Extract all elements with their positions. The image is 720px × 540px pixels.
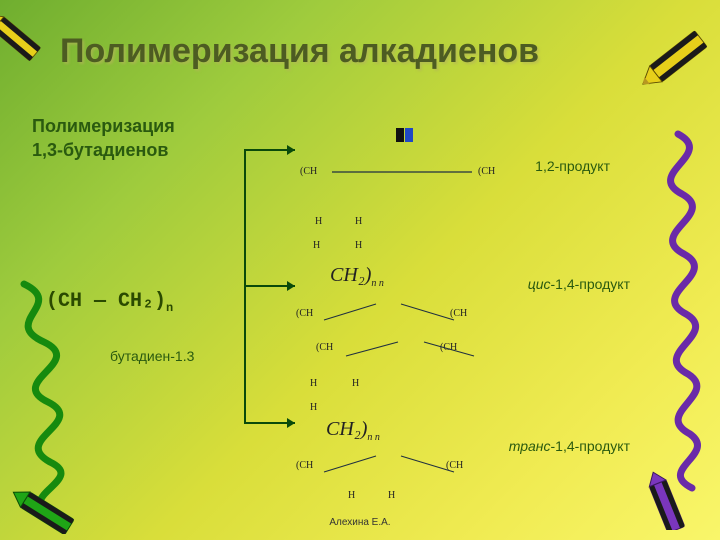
chem-12-line: [332, 158, 472, 178]
label-cis-14: цис-1,4-продукт: [528, 276, 630, 292]
chem-12-right: (CH: [478, 166, 495, 177]
chem-mid2-h1: H: [310, 378, 317, 389]
slide-title: Полимеризация алкадиенов: [60, 32, 640, 71]
chem-trans-lines: [296, 448, 496, 488]
chem-cis-h1: H: [315, 216, 322, 227]
chem-mid2-h2: H: [352, 378, 359, 389]
chem-trans-h2: H: [388, 490, 395, 501]
label-cis-prefix: цис: [528, 276, 551, 292]
chem-cis-h4: H: [355, 240, 362, 251]
slide: Полимеризация алкадиенов Полимеризация 1…: [0, 0, 720, 540]
chem-cis-main: CH₂)n n: [330, 264, 384, 289]
chem-12-top-mark-icon: [396, 128, 414, 142]
chem-cis-h2: H: [355, 216, 362, 227]
squiggle-green-icon: [6, 274, 106, 534]
chem-trans-main: CH₂)n n: [326, 418, 380, 443]
chem-mid2-lines: [316, 336, 516, 376]
subheading-line1: Полимеризация: [32, 116, 175, 137]
subheading-line2: 1,3-бутадиенов: [32, 140, 168, 161]
crayon-top-right-icon: [624, 4, 716, 96]
chem-mid2-h3: H: [310, 402, 317, 413]
label-trans-prefix: транс: [509, 438, 551, 454]
chem-trans-h1: H: [348, 490, 355, 501]
chem-12-left: (CH: [300, 166, 317, 177]
label-trans-14: транс-1,4-продукт: [509, 438, 630, 454]
label-product-12: 1,2-продукт: [535, 158, 610, 174]
crayon-top-left-icon: [0, 0, 68, 72]
credit: Алехина Е.А.: [0, 517, 720, 528]
chem-cis-lines: [296, 296, 496, 336]
chem-cis-h3: H: [313, 240, 320, 251]
squiggle-purple-icon: [638, 130, 718, 530]
label-butadiene: бутадиен-1.3: [110, 348, 194, 364]
